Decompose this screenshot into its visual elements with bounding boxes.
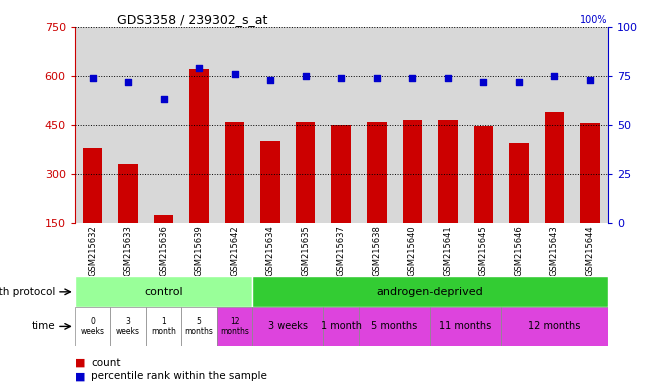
Bar [545,112,564,223]
Bar [537,27,572,223]
Point [549,73,560,79]
Bar [154,215,174,223]
Bar [261,141,280,223]
Bar [146,307,181,346]
Bar [402,120,422,223]
Bar [324,307,359,346]
Point [300,73,311,79]
Bar [509,143,528,223]
Text: count: count [91,358,120,368]
Bar [252,27,288,223]
Point [478,79,489,85]
Bar [395,27,430,223]
Bar [189,70,209,223]
Bar [118,164,138,223]
Bar [75,27,110,223]
Point [123,79,133,85]
Text: control: control [144,287,183,297]
Bar [501,307,608,346]
Bar [252,276,608,307]
Point [87,75,98,81]
Bar [359,27,395,223]
Bar [111,27,146,223]
Text: 100%: 100% [580,15,608,25]
Bar [75,276,252,307]
Bar [146,27,181,223]
Text: 3
weeks: 3 weeks [116,317,140,336]
Text: 1 month: 1 month [320,321,362,331]
Bar [430,307,501,346]
Bar [367,121,387,223]
Text: 12 months: 12 months [528,321,580,331]
Text: time: time [32,321,55,331]
Point [585,77,595,83]
Bar [474,126,493,223]
Bar [332,125,351,223]
Point [514,79,524,85]
Bar [217,27,252,223]
Bar [75,307,110,346]
Bar [83,148,102,223]
Bar [465,27,501,223]
Bar [225,121,244,223]
Text: ■: ■ [75,358,85,368]
Text: 11 months: 11 months [439,321,492,331]
Text: 0
weeks: 0 weeks [81,317,105,336]
Bar [430,27,465,223]
Text: androgen-deprived: androgen-deprived [377,287,484,297]
Point [443,75,453,81]
Text: GDS3358 / 239302_s_at: GDS3358 / 239302_s_at [118,13,268,26]
Bar [181,307,217,346]
Bar [288,27,324,223]
Text: 5
months: 5 months [185,317,214,336]
Text: 1
month: 1 month [151,317,176,336]
Bar [438,120,458,223]
Bar [359,307,430,346]
Point [372,75,382,81]
Point [159,96,169,103]
Bar [580,123,600,223]
Text: growth protocol: growth protocol [0,287,55,297]
Bar [111,307,146,346]
Text: ■: ■ [75,371,85,381]
Text: 12
months: 12 months [220,317,249,336]
Text: percentile rank within the sample: percentile rank within the sample [91,371,267,381]
Bar [296,121,315,223]
Point [336,75,346,81]
Text: 5 months: 5 months [371,321,418,331]
Point [194,65,204,71]
Bar [252,307,324,346]
Bar [572,27,608,223]
Point [265,77,276,83]
Bar [217,307,252,346]
Bar [324,27,359,223]
Point [407,75,417,81]
Point [229,71,240,77]
Text: 3 weeks: 3 weeks [268,321,308,331]
Bar [501,27,537,223]
Bar [181,27,217,223]
